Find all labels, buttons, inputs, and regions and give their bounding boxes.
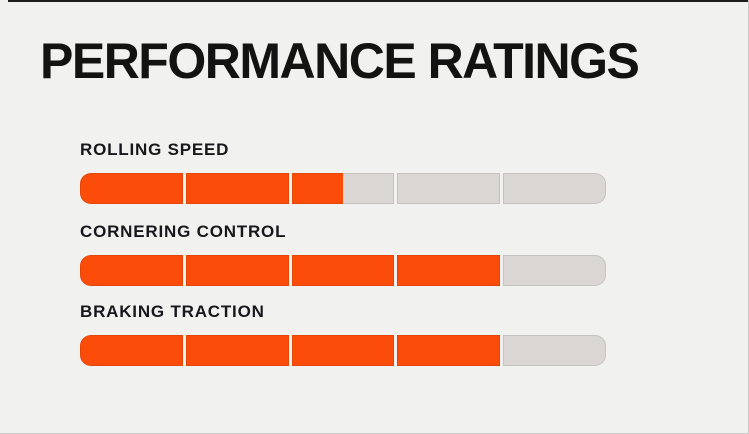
rating-row-cornering-control: CORNERING CONTROL xyxy=(80,222,606,286)
rating-row-rolling-speed: ROLLING SPEED xyxy=(80,140,606,204)
page-title: PERFORMANCE RATINGS xyxy=(40,33,640,89)
rating-segment xyxy=(397,173,501,204)
rating-label-cornering-control: CORNERING CONTROL xyxy=(80,222,287,241)
rating-segment xyxy=(291,335,395,366)
rating-segment xyxy=(291,255,395,286)
rating-segment xyxy=(397,255,501,286)
rating-label-rolling-speed: ROLLING SPEED xyxy=(80,140,230,159)
rating-segment xyxy=(185,255,289,286)
rating-bar xyxy=(80,255,606,286)
rating-segment xyxy=(503,173,606,204)
rating-segment xyxy=(80,255,183,286)
rating-bar xyxy=(80,173,606,204)
rating-bar xyxy=(80,335,606,366)
rating-segment xyxy=(80,335,183,366)
top-divider-line xyxy=(8,0,748,2)
rating-segment xyxy=(291,173,395,204)
rating-segment xyxy=(185,335,289,366)
rating-segment xyxy=(503,255,606,286)
rating-segment xyxy=(503,335,606,366)
rating-segment xyxy=(80,173,183,204)
rating-label-braking-traction: BRAKING TRACTION xyxy=(80,302,265,321)
rating-segment xyxy=(185,173,289,204)
rating-segment xyxy=(397,335,501,366)
rating-row-braking-traction: BRAKING TRACTION xyxy=(80,302,606,366)
